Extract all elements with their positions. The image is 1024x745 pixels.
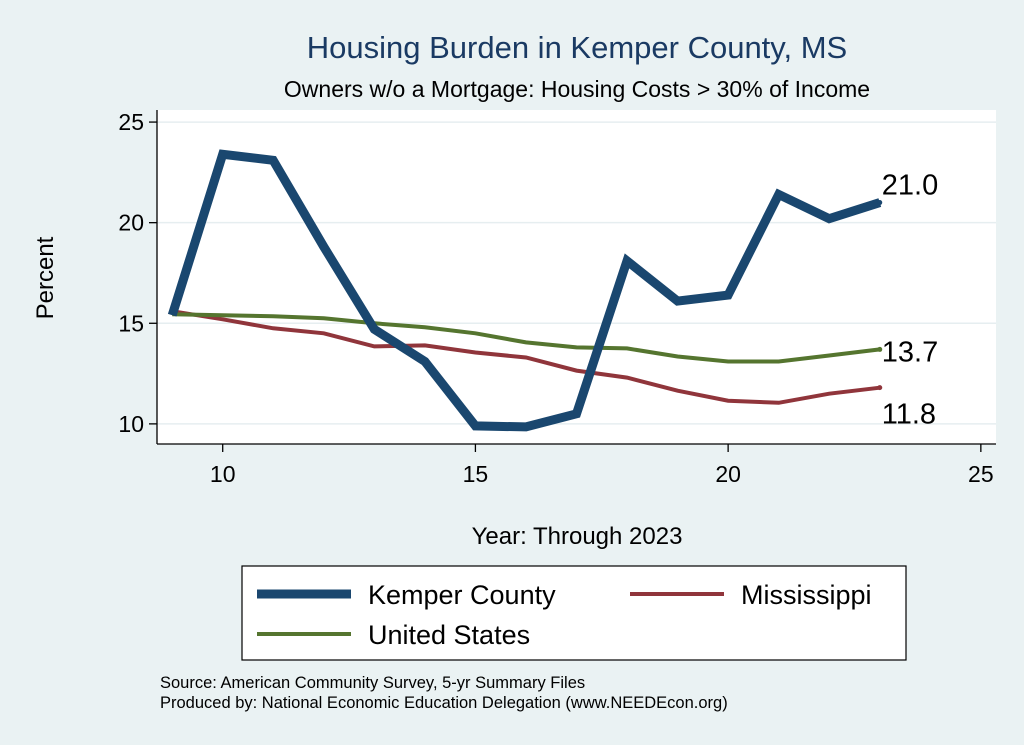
source-line: Source: American Community Survey, 5-yr … bbox=[160, 674, 585, 692]
series-line-united-states bbox=[172, 312, 881, 364]
gridlines bbox=[157, 121, 996, 425]
series-line-kemper-county bbox=[167, 149, 882, 432]
end-label-mississippi: 11.8 bbox=[882, 399, 936, 431]
y-axis-title: Percent bbox=[32, 236, 59, 319]
chart-title: Housing Burden in Kemper County, MS bbox=[307, 30, 847, 65]
end-marker-mississippi bbox=[877, 385, 883, 391]
legend-box bbox=[241, 565, 907, 661]
y-tick-label: 25 bbox=[118, 109, 144, 135]
x-tick-label: 15 bbox=[463, 461, 489, 487]
legend-label-mississippi: Mississippi bbox=[741, 580, 872, 610]
plot-area bbox=[157, 110, 996, 444]
series-line-mississippi bbox=[171, 309, 881, 405]
x-tick-label: 20 bbox=[715, 461, 741, 487]
series-lines bbox=[167, 149, 882, 432]
y-tick-label: 15 bbox=[118, 310, 144, 336]
end-label-kemper-county: 21.0 bbox=[882, 170, 938, 202]
chart-subtitle: Owners w/o a Mortgage: Housing Costs > 3… bbox=[284, 76, 870, 102]
end-marker-united-states bbox=[877, 346, 883, 352]
produced-by-line: Produced by: National Economic Education… bbox=[160, 694, 728, 712]
tick-labels: 10 15 20 25 10 15 20 25 bbox=[118, 109, 993, 487]
axes bbox=[149, 110, 996, 452]
end-labels: 21.0 11.8 13.7 bbox=[877, 170, 938, 431]
x-axis-title: Year: Through 2023 bbox=[472, 523, 683, 550]
y-tick-label: 20 bbox=[118, 210, 144, 236]
end-marker-kemper-county bbox=[877, 200, 883, 206]
end-label-united-states: 13.7 bbox=[882, 336, 938, 368]
y-tick-label: 10 bbox=[118, 411, 144, 437]
legend-label-kemper: Kemper County bbox=[368, 580, 556, 610]
x-tick-label: 10 bbox=[210, 461, 236, 487]
legend-label-united-states: United States bbox=[368, 620, 530, 650]
x-tick-label: 25 bbox=[968, 461, 994, 487]
legend: Kemper County Mississippi United States bbox=[241, 565, 907, 661]
